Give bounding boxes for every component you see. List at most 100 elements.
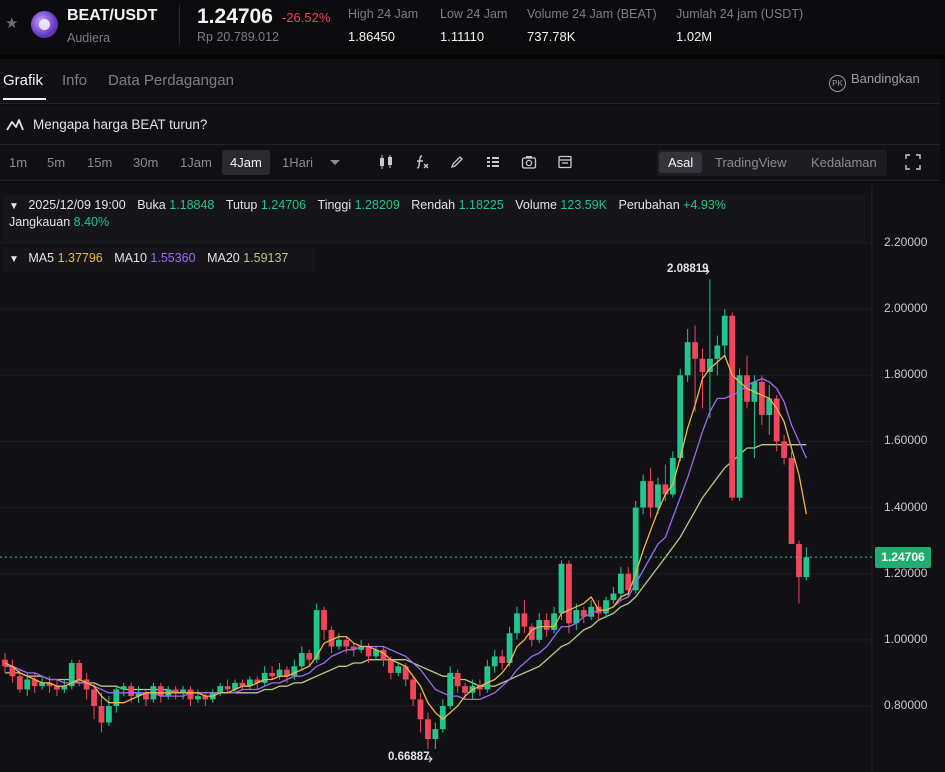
candle[interactable] bbox=[373, 646, 379, 660]
timeframe-30m[interactable]: 30m bbox=[133, 155, 159, 170]
candle[interactable] bbox=[187, 686, 194, 706]
tab-trading-data[interactable]: Data Perdagangan bbox=[108, 72, 234, 89]
candle[interactable] bbox=[91, 682, 97, 720]
candle[interactable] bbox=[246, 676, 253, 690]
candle[interactable] bbox=[336, 633, 342, 650]
candle[interactable] bbox=[98, 692, 105, 733]
candle[interactable] bbox=[120, 682, 127, 697]
candle[interactable] bbox=[506, 626, 513, 667]
timeframe-1d[interactable]: 1Hari bbox=[282, 155, 314, 170]
settings-icon[interactable] bbox=[557, 154, 573, 170]
candle[interactable] bbox=[766, 385, 773, 435]
candle[interactable] bbox=[425, 712, 431, 749]
candle[interactable] bbox=[306, 649, 313, 667]
candle[interactable] bbox=[580, 606, 587, 624]
candle[interactable] bbox=[195, 689, 201, 703]
candle[interactable] bbox=[313, 603, 320, 664]
candle[interactable] bbox=[76, 659, 83, 687]
candle[interactable] bbox=[476, 679, 483, 697]
candle[interactable] bbox=[417, 692, 424, 733]
tab-chart[interactable]: Grafik bbox=[3, 72, 44, 89]
candle[interactable] bbox=[632, 500, 639, 594]
candle[interactable] bbox=[669, 451, 676, 498]
candle[interactable] bbox=[788, 451, 795, 544]
candle[interactable] bbox=[796, 540, 802, 604]
candle[interactable] bbox=[269, 666, 276, 680]
candle[interactable] bbox=[803, 547, 810, 581]
view-original[interactable]: Asal bbox=[659, 152, 703, 173]
candle[interactable] bbox=[68, 659, 75, 690]
candle[interactable] bbox=[773, 395, 780, 452]
candle[interactable] bbox=[143, 689, 149, 706]
candle[interactable] bbox=[617, 567, 624, 601]
candle[interactable] bbox=[521, 600, 528, 634]
candle[interactable] bbox=[714, 335, 721, 376]
tab-info[interactable]: Info bbox=[62, 72, 88, 89]
candle[interactable] bbox=[298, 646, 305, 670]
candle[interactable] bbox=[224, 679, 231, 693]
candle[interactable] bbox=[432, 722, 439, 749]
candlestick-icon[interactable] bbox=[378, 154, 394, 170]
candle[interactable] bbox=[31, 672, 38, 693]
candle[interactable] bbox=[54, 679, 60, 697]
indicator-icon[interactable] bbox=[485, 154, 501, 170]
collapse-chevron-icon[interactable]: ▼ bbox=[9, 201, 19, 212]
candle[interactable] bbox=[692, 325, 698, 412]
timeframe-5m[interactable]: 5m bbox=[47, 155, 66, 170]
candle[interactable] bbox=[83, 672, 90, 700]
candlestick-chart[interactable] bbox=[0, 183, 945, 772]
view-depth[interactable]: Kedalaman bbox=[811, 155, 877, 170]
candle[interactable] bbox=[558, 560, 565, 621]
candle[interactable] bbox=[454, 669, 461, 693]
collapse-chevron-icon[interactable]: ▼ bbox=[9, 254, 19, 265]
candle[interactable] bbox=[380, 646, 387, 667]
candle[interactable] bbox=[232, 679, 238, 693]
price-chart[interactable]: ▼ 2025/12/09 19:00 Buka 1.18848 Tutup 1.… bbox=[0, 183, 945, 772]
insight-bar[interactable]: Mengapa harga BEAT turun? bbox=[0, 105, 940, 145]
candle[interactable] bbox=[439, 699, 446, 733]
candle[interactable] bbox=[410, 676, 416, 706]
candle[interactable] bbox=[491, 649, 498, 673]
candle[interactable] bbox=[202, 692, 209, 706]
candle[interactable] bbox=[543, 613, 550, 637]
candle[interactable] bbox=[105, 696, 112, 726]
view-tradingview[interactable]: TradingView bbox=[715, 155, 787, 170]
pair-symbol[interactable]: BEAT/USDT bbox=[67, 7, 158, 24]
candle[interactable] bbox=[217, 682, 224, 697]
candle[interactable] bbox=[528, 623, 535, 647]
candle[interactable] bbox=[261, 666, 268, 687]
candle[interactable] bbox=[536, 613, 543, 644]
candle[interactable] bbox=[239, 679, 246, 690]
candle[interactable] bbox=[736, 368, 743, 501]
candle[interactable] bbox=[781, 434, 787, 465]
chevron-down-icon[interactable] bbox=[327, 154, 343, 170]
candle[interactable] bbox=[9, 659, 16, 683]
candle[interactable] bbox=[499, 649, 506, 670]
candle[interactable] bbox=[647, 467, 654, 518]
candle[interactable] bbox=[447, 666, 454, 710]
timeframe-1m[interactable]: 1m bbox=[9, 155, 28, 170]
timeframe-1h[interactable]: 1Jam bbox=[180, 155, 212, 170]
draw-icon[interactable] bbox=[449, 154, 465, 170]
candle[interactable] bbox=[566, 560, 572, 634]
candle[interactable] bbox=[321, 606, 327, 640]
candle[interactable] bbox=[677, 368, 684, 462]
candle[interactable] bbox=[751, 375, 758, 458]
candle[interactable] bbox=[729, 312, 736, 501]
candle[interactable] bbox=[640, 474, 647, 515]
candle[interactable] bbox=[573, 603, 580, 630]
camera-icon[interactable] bbox=[521, 154, 537, 170]
candle[interactable] bbox=[744, 355, 750, 409]
candle[interactable] bbox=[721, 309, 728, 356]
fullscreen-icon[interactable] bbox=[905, 154, 921, 170]
candle[interactable] bbox=[113, 686, 120, 713]
candle[interactable] bbox=[684, 328, 691, 382]
candle[interactable] bbox=[395, 663, 402, 677]
candle[interactable] bbox=[514, 606, 520, 640]
candle[interactable] bbox=[484, 659, 491, 693]
candle[interactable] bbox=[707, 279, 713, 419]
candle[interactable] bbox=[603, 596, 609, 617]
candle[interactable] bbox=[588, 600, 595, 621]
candle[interactable] bbox=[551, 606, 557, 634]
candle[interactable] bbox=[135, 686, 142, 703]
